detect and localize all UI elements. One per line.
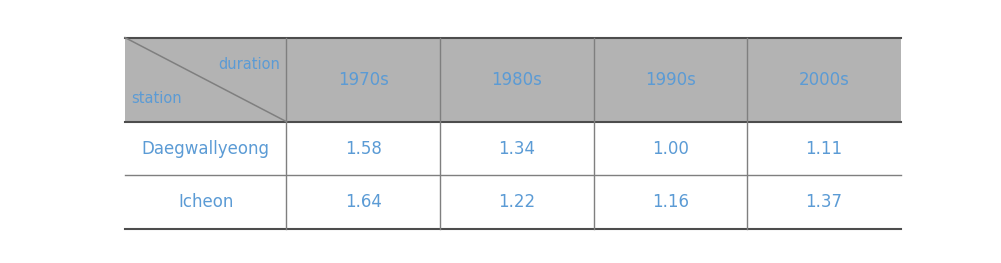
Text: duration: duration [218, 57, 280, 72]
Bar [286, 175, 440, 229]
Text: 1.58: 1.58 [345, 139, 381, 158]
Bar [748, 38, 901, 122]
Text: 1980s: 1980s [491, 71, 543, 89]
Text: Icheon: Icheon [178, 193, 233, 211]
Text: station: station [131, 91, 182, 106]
Text: 1.34: 1.34 [498, 139, 536, 158]
Text: 1.00: 1.00 [652, 139, 689, 158]
Text: 1.11: 1.11 [806, 139, 843, 158]
Bar [125, 175, 286, 229]
Bar [125, 122, 286, 175]
Bar [594, 122, 748, 175]
Text: 1.64: 1.64 [345, 193, 381, 211]
Bar [286, 122, 440, 175]
Bar [440, 38, 594, 122]
Bar [594, 38, 748, 122]
Text: Daegwallyeong: Daegwallyeong [142, 139, 270, 158]
Bar [286, 38, 440, 122]
Text: 1990s: 1990s [645, 71, 696, 89]
Bar [594, 175, 748, 229]
Bar [440, 122, 594, 175]
Bar [748, 122, 901, 175]
Text: 1.16: 1.16 [652, 193, 689, 211]
Text: 1.37: 1.37 [806, 193, 843, 211]
Text: 1970s: 1970s [338, 71, 388, 89]
Bar [748, 175, 901, 229]
Text: 1.22: 1.22 [498, 193, 536, 211]
Bar [440, 175, 594, 229]
Text: 2000s: 2000s [799, 71, 850, 89]
Bar [125, 38, 286, 122]
